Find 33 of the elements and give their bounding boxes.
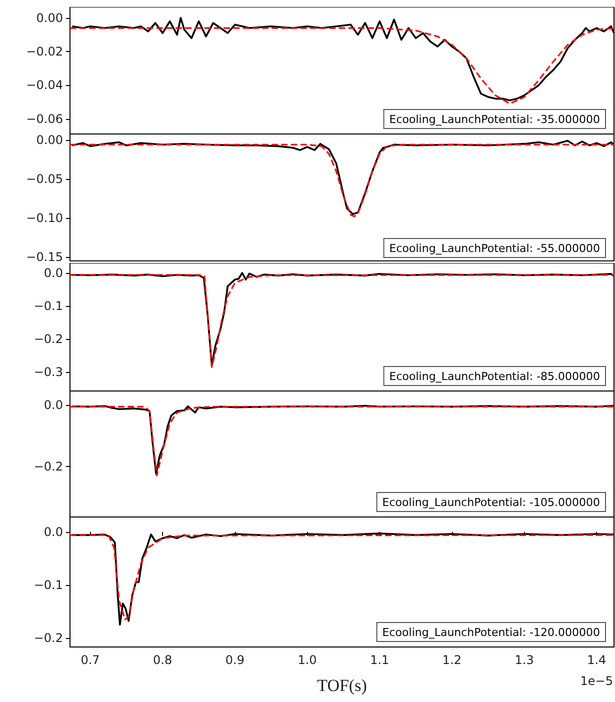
- x-tick-label: 1.3: [514, 653, 534, 667]
- y-tick-label: 0.0: [44, 266, 63, 280]
- y-tick-label: −0.2: [34, 630, 63, 645]
- y-tick-label: 0.00: [36, 132, 63, 147]
- x-tick-label: 0.7: [80, 653, 100, 667]
- line-series: [69, 27, 615, 105]
- y-tick-label: −0.2: [34, 332, 63, 346]
- x-tick-label: 0.8: [153, 653, 172, 667]
- y-tick-label: −0.1: [34, 578, 63, 592]
- x-axis-title: TOF(s): [317, 676, 367, 695]
- y-tick-label: −0.02: [26, 44, 63, 59]
- y-tick-label: −0.06: [26, 112, 63, 126]
- annotation: Ecooling_LaunchPotential: -55.000000: [389, 242, 600, 255]
- x-tick-label: 1.1: [370, 653, 390, 667]
- y-tick-label: −0.04: [26, 78, 63, 92]
- y-tick-label: −0.1: [34, 298, 63, 313]
- y-tick-label: −0.15: [26, 250, 63, 264]
- y-tick-label: −0.2: [34, 459, 63, 474]
- x-tick-label: 1.4: [587, 653, 606, 667]
- annotation: Ecooling_LaunchPotential: -35.000000: [389, 113, 600, 126]
- x-tick-label: 1.0: [298, 653, 317, 667]
- y-tick-label: −0.3: [34, 365, 63, 380]
- annotation: Ecooling_LaunchPotential: -105.000000: [382, 496, 600, 509]
- y-tick-label: −0.05: [26, 172, 63, 186]
- annotation: Ecooling_LaunchPotential: -120.000000: [382, 626, 600, 639]
- x-tick-label: 0.9: [225, 653, 244, 667]
- annotation: Ecooling_LaunchPotential: -85.000000: [389, 370, 600, 383]
- y-tick-label: 0.0: [44, 524, 63, 539]
- text: 1e−5: [580, 674, 614, 688]
- y-tick-label: −0.10: [26, 210, 63, 225]
- y-tick-label: 0.00: [36, 10, 63, 25]
- x-tick-label: 1.2: [442, 653, 462, 667]
- y-tick-label: 0.0: [44, 398, 63, 412]
